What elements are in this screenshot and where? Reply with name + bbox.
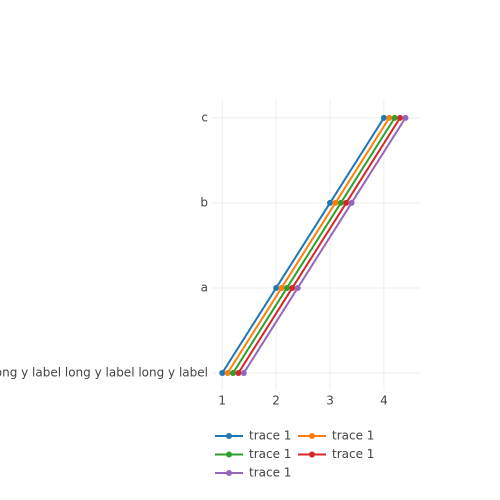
marker [380, 114, 387, 121]
marker [219, 369, 226, 376]
legend-item[interactable]: trace 1 [298, 429, 374, 443]
legend-item[interactable]: trace 1 [215, 447, 291, 461]
line [242, 117, 407, 374]
legend-label: trace 1 [332, 429, 374, 443]
line [226, 117, 391, 374]
marker [289, 284, 296, 291]
marker [273, 284, 280, 291]
x-tick-label: 2 [272, 394, 280, 408]
marker [278, 284, 285, 291]
marker [294, 284, 301, 291]
legend-label: trace 1 [249, 429, 291, 443]
marker [337, 199, 344, 206]
legend-marker [226, 451, 232, 458]
grid [212, 100, 420, 390]
legend-marker [309, 433, 315, 439]
legend-marker [226, 433, 232, 439]
marker [230, 369, 237, 376]
legend-marker [309, 451, 315, 458]
legend-item[interactable]: trace 1 [215, 429, 291, 443]
x-tick-label: 1 [218, 394, 226, 408]
x-tick-label: 4 [380, 394, 388, 408]
marker [397, 114, 404, 121]
marker [402, 114, 409, 121]
line [221, 117, 385, 374]
x-tick-label: 3 [326, 394, 334, 408]
marker [332, 199, 339, 206]
marker [343, 199, 350, 206]
marker [283, 284, 290, 291]
marker [391, 114, 398, 121]
legend-marker [226, 470, 232, 476]
marker [327, 199, 334, 206]
line [237, 117, 401, 374]
legend-label: trace 1 [249, 466, 291, 480]
legend-item[interactable]: trace 1 [298, 447, 374, 461]
marker [235, 369, 242, 376]
marker [224, 369, 231, 376]
y-tick-label: long y label long y label long y label [0, 365, 208, 379]
y-tick-label: b [200, 195, 208, 209]
legend-item[interactable]: trace 1 [215, 466, 291, 480]
legend-label: trace 1 [332, 447, 374, 461]
marker [386, 114, 393, 121]
y-tick-label: a [201, 280, 208, 294]
marker [348, 199, 355, 206]
y-tick-label: c [201, 110, 208, 124]
legend-label: trace 1 [249, 447, 291, 461]
marker [240, 369, 247, 376]
line [232, 117, 396, 374]
